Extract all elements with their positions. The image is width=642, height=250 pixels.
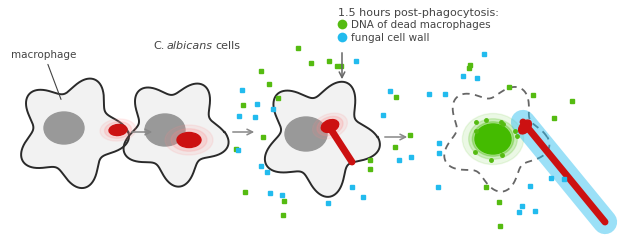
- Ellipse shape: [469, 119, 517, 160]
- Ellipse shape: [317, 117, 343, 136]
- Ellipse shape: [475, 124, 511, 154]
- Ellipse shape: [44, 112, 84, 144]
- Ellipse shape: [165, 126, 213, 156]
- Ellipse shape: [100, 120, 136, 142]
- Ellipse shape: [171, 129, 207, 152]
- Ellipse shape: [473, 122, 514, 156]
- Ellipse shape: [177, 133, 201, 148]
- Text: cells: cells: [215, 41, 240, 51]
- Ellipse shape: [145, 114, 185, 146]
- Ellipse shape: [313, 114, 347, 139]
- Ellipse shape: [105, 122, 132, 139]
- Text: DNA of dead macrophages: DNA of dead macrophages: [351, 20, 490, 30]
- Text: macrophage: macrophage: [12, 50, 76, 100]
- Text: albicans: albicans: [167, 41, 213, 51]
- Text: 1.5 hours post-phagocytosis:: 1.5 hours post-phagocytosis:: [338, 8, 499, 18]
- Polygon shape: [265, 82, 380, 197]
- Ellipse shape: [321, 120, 339, 133]
- Ellipse shape: [109, 125, 127, 136]
- Ellipse shape: [519, 120, 532, 134]
- Ellipse shape: [462, 114, 524, 165]
- Text: fungal cell wall: fungal cell wall: [351, 33, 429, 43]
- Polygon shape: [21, 79, 129, 188]
- Ellipse shape: [285, 118, 327, 152]
- Text: C.: C.: [153, 41, 165, 51]
- Polygon shape: [123, 84, 229, 187]
